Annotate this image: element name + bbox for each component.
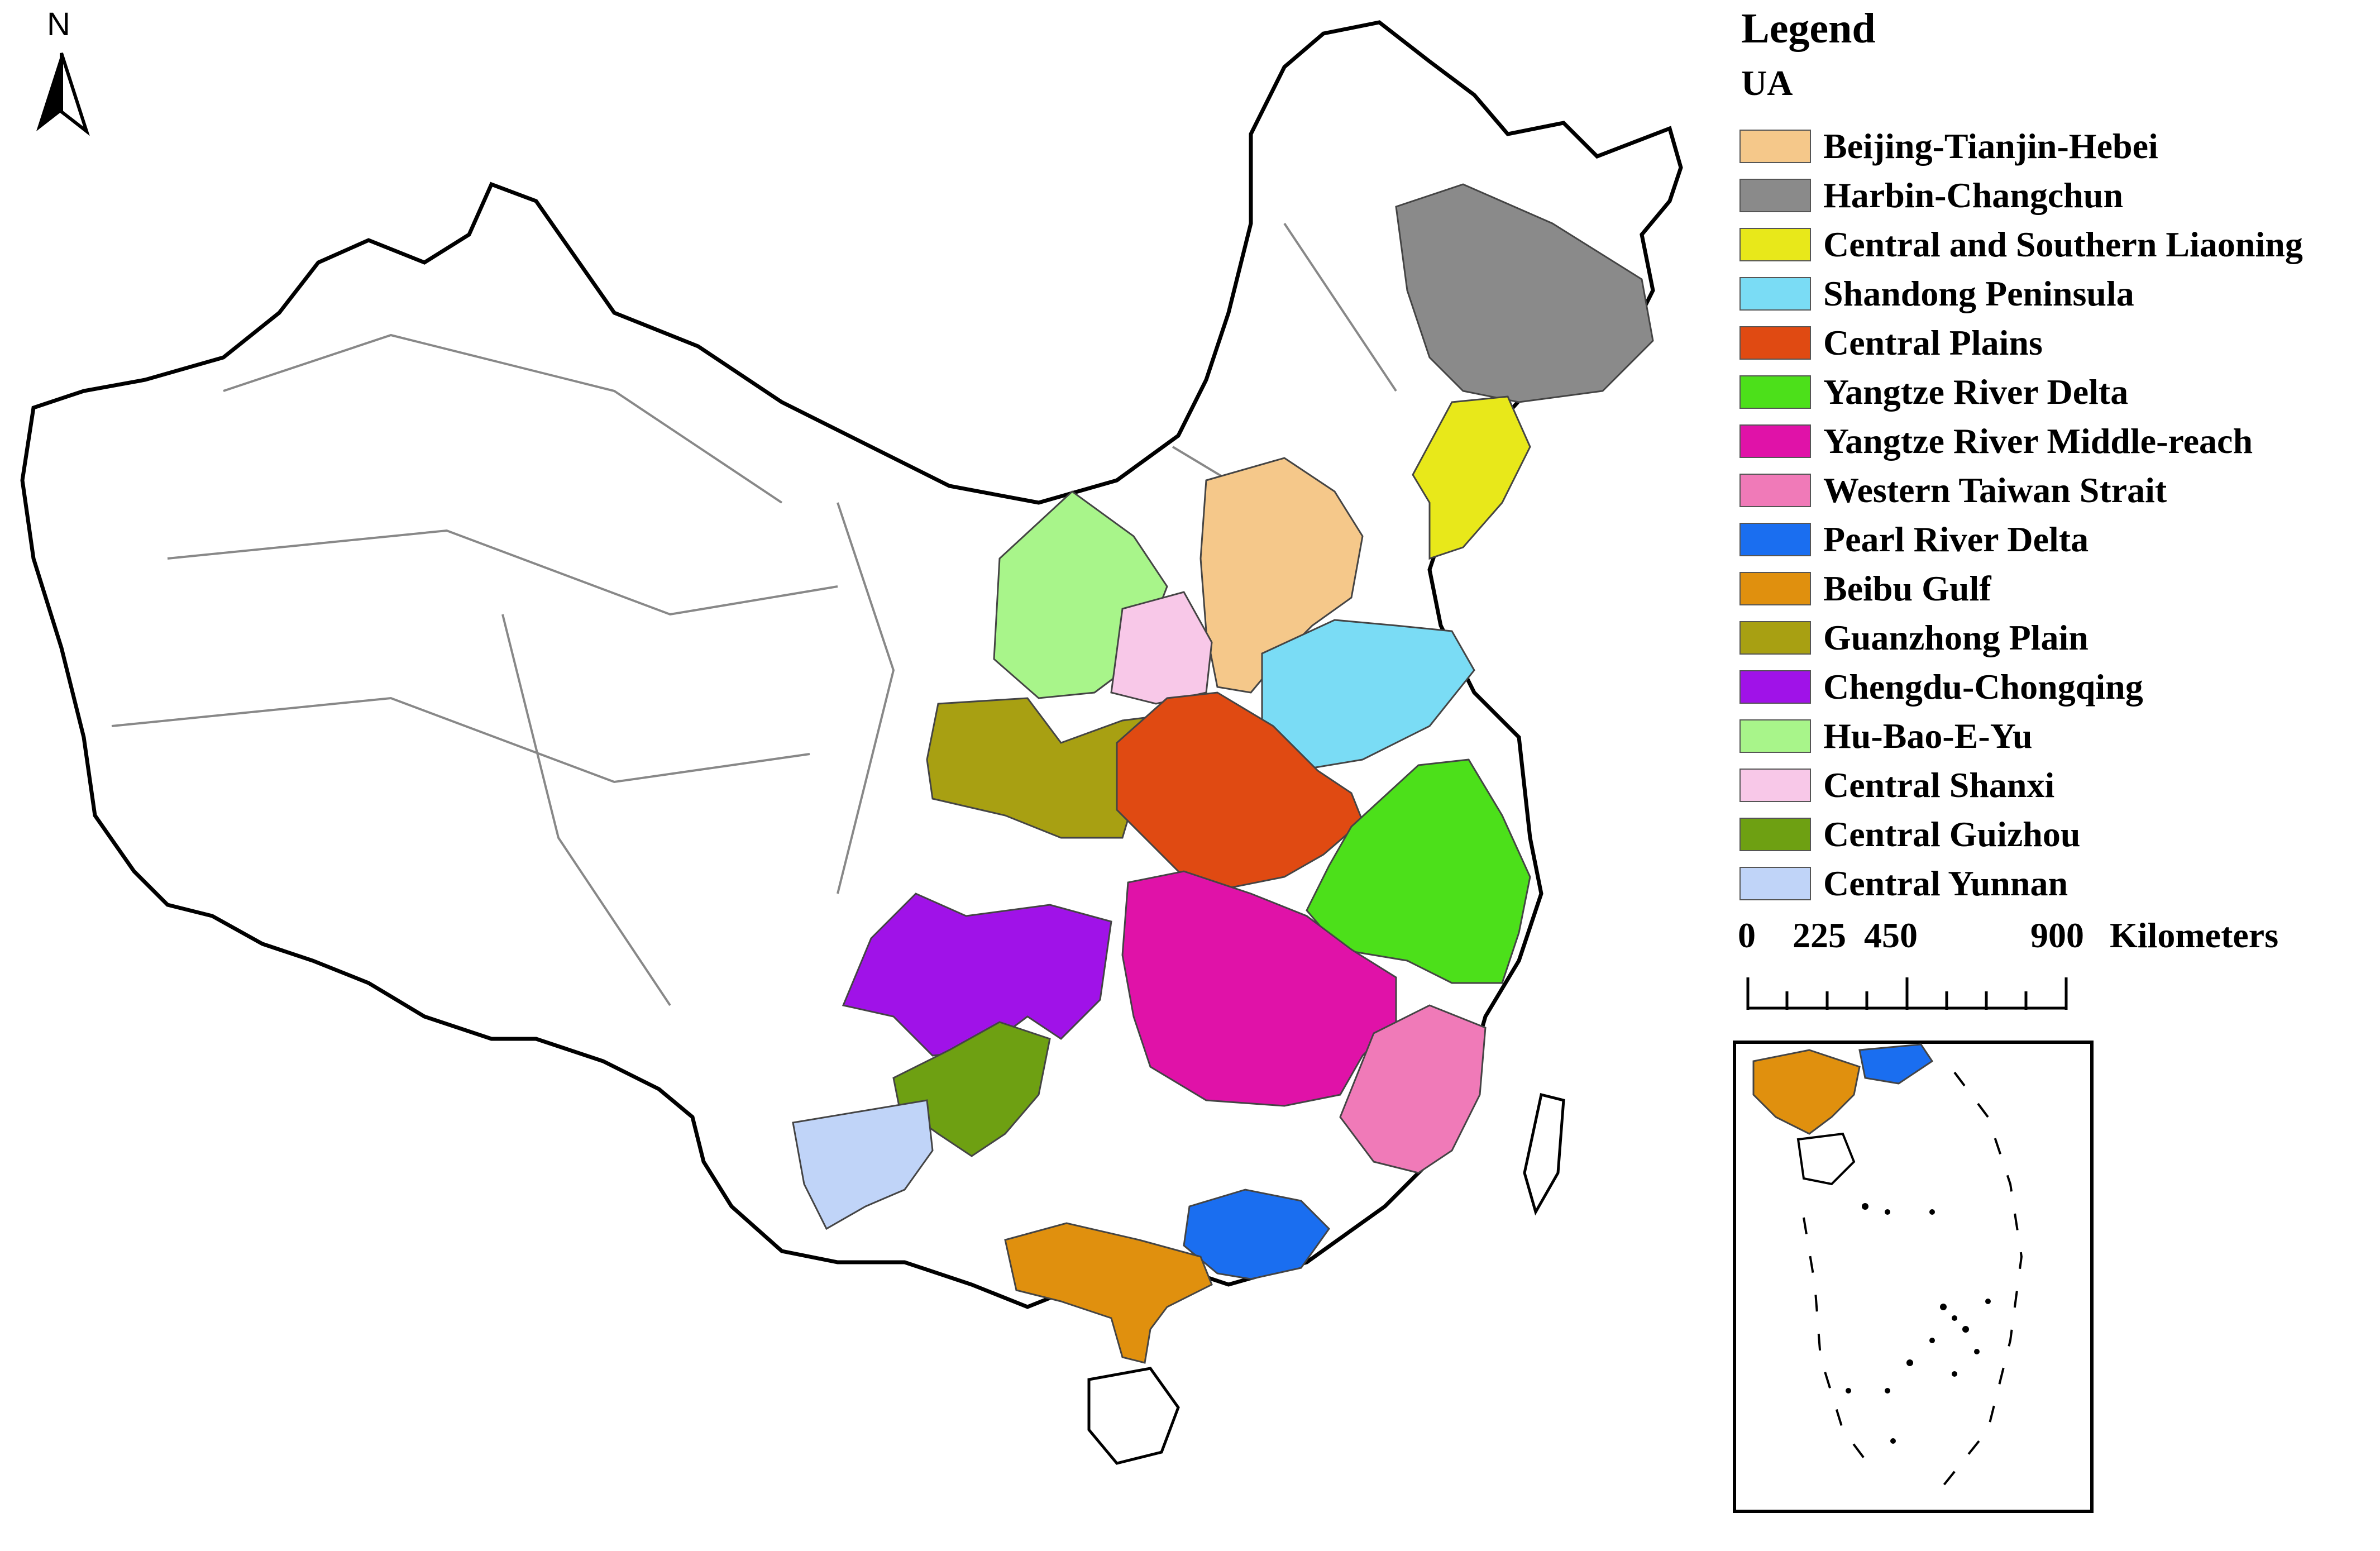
hainan-island <box>1087 1367 1180 1465</box>
legend-label: Central Plains <box>1823 323 2043 362</box>
legend-label: Harbin-Changchun <box>1823 175 2124 215</box>
legend-item: Beibu Gulf <box>1739 564 2376 613</box>
legend-item: Central Guizhou <box>1739 810 2376 859</box>
legend-label: Guanzhong Plain <box>1823 618 2089 657</box>
province-borders <box>111 222 1397 1006</box>
legend-item: Central Yunnan <box>1739 859 2376 908</box>
legend-label: Western Taiwan Strait <box>1823 470 2167 510</box>
region-harbin-changchun <box>1395 183 1654 403</box>
region-central-southern-liaoning <box>1412 395 1531 560</box>
scale-tick-label-0: 0 <box>1738 915 1756 955</box>
legend-swatch <box>1739 769 1811 802</box>
legend-item: Western Taiwan Strait <box>1739 466 2376 515</box>
legend-item: Yangtze River Middle-reach <box>1739 417 2376 466</box>
scale-tick-label-450: 450 <box>1864 915 1918 955</box>
taiwan-island <box>1523 1092 1565 1216</box>
legend-item: Yangtze River Delta <box>1739 368 2376 417</box>
legend-item: Pearl River Delta <box>1739 515 2376 564</box>
legend-label: Central Shanxi <box>1823 765 2055 805</box>
legend-swatch <box>1739 818 1811 851</box>
legend-swatch <box>1739 572 1811 605</box>
legend-swatch <box>1739 670 1811 704</box>
legend-label: Beijing-Tianjin-Hebei <box>1823 126 2158 166</box>
legend-label: Pearl River Delta <box>1823 519 2089 559</box>
legend-swatch <box>1739 474 1811 507</box>
scale-unit-label: Kilometers <box>2110 915 2279 955</box>
region-yangtze-river-middle-reach <box>1121 870 1397 1107</box>
legend-item: Central Shanxi <box>1739 761 2376 810</box>
legend-swatch <box>1739 326 1811 360</box>
ua-regions <box>792 183 1654 1465</box>
legend-label: Yangtze River Delta <box>1823 372 2129 412</box>
legend-label: Chengdu-Chongqing <box>1823 667 2143 707</box>
region-central-yunnan <box>792 1099 934 1230</box>
legend-title: Legend <box>1741 5 1876 52</box>
region-western-taiwan-strait <box>1339 1004 1487 1174</box>
legend-subtitle: UA <box>1741 63 1793 103</box>
legend-item: Beijing-Tianjin-Hebei <box>1739 122 2376 171</box>
region-central-shanxi <box>1110 591 1213 705</box>
legend-item: Hu-Bao-E-Yu <box>1739 712 2376 761</box>
region-beibu-gulf <box>1004 1222 1213 1364</box>
legend-swatch <box>1739 228 1811 261</box>
legend-item: Shandong Peninsula <box>1739 269 2376 318</box>
legend-label: Beibu Gulf <box>1823 569 1991 608</box>
legend-swatch <box>1739 179 1811 212</box>
scale-tick-label-900: 900 <box>2030 915 2084 955</box>
legend-swatch <box>1739 719 1811 753</box>
north-arrow-label: N <box>47 6 70 42</box>
legend-swatch <box>1739 621 1811 655</box>
legend-item: Chengdu-Chongqing <box>1739 662 2376 712</box>
legend-swatch <box>1739 375 1811 409</box>
region-yangtze-river-delta <box>1306 758 1531 984</box>
legend-label: Shandong Peninsula <box>1823 274 2134 313</box>
region-central-plains <box>1116 691 1364 889</box>
scale-bar <box>1746 977 2068 1010</box>
legend-list: Beijing-Tianjin-Hebei Harbin-Changchun Cen… <box>1739 122 2376 908</box>
scale-tick-label-225: 225 <box>1793 915 1846 955</box>
legend-item: Central and Southern Liaoning <box>1739 220 2376 269</box>
legend-swatch <box>1739 424 1811 458</box>
region-chengdu-chongqing <box>842 893 1112 1057</box>
legend-item: Guanzhong Plain <box>1739 613 2376 662</box>
inset-map <box>1733 1041 2094 1513</box>
legend-label: Central Yunnan <box>1823 863 2068 903</box>
legend-swatch <box>1739 867 1811 900</box>
legend-swatch <box>1739 277 1811 311</box>
scale-bar-labels: 0 225 450 900 Kilometers <box>1738 915 2380 965</box>
legend-swatch <box>1739 130 1811 163</box>
legend-label: Hu-Bao-E-Yu <box>1823 716 2033 756</box>
legend-item: Central Plains <box>1739 318 2376 368</box>
legend-swatch <box>1739 523 1811 556</box>
legend-label: Central Guizhou <box>1823 814 2081 854</box>
legend-label: Central and Southern Liaoning <box>1823 225 2303 264</box>
legend-label: Yangtze River Middle-reach <box>1823 421 2253 461</box>
legend-item: Harbin-Changchun <box>1739 171 2376 220</box>
north-arrow-icon <box>36 53 90 136</box>
